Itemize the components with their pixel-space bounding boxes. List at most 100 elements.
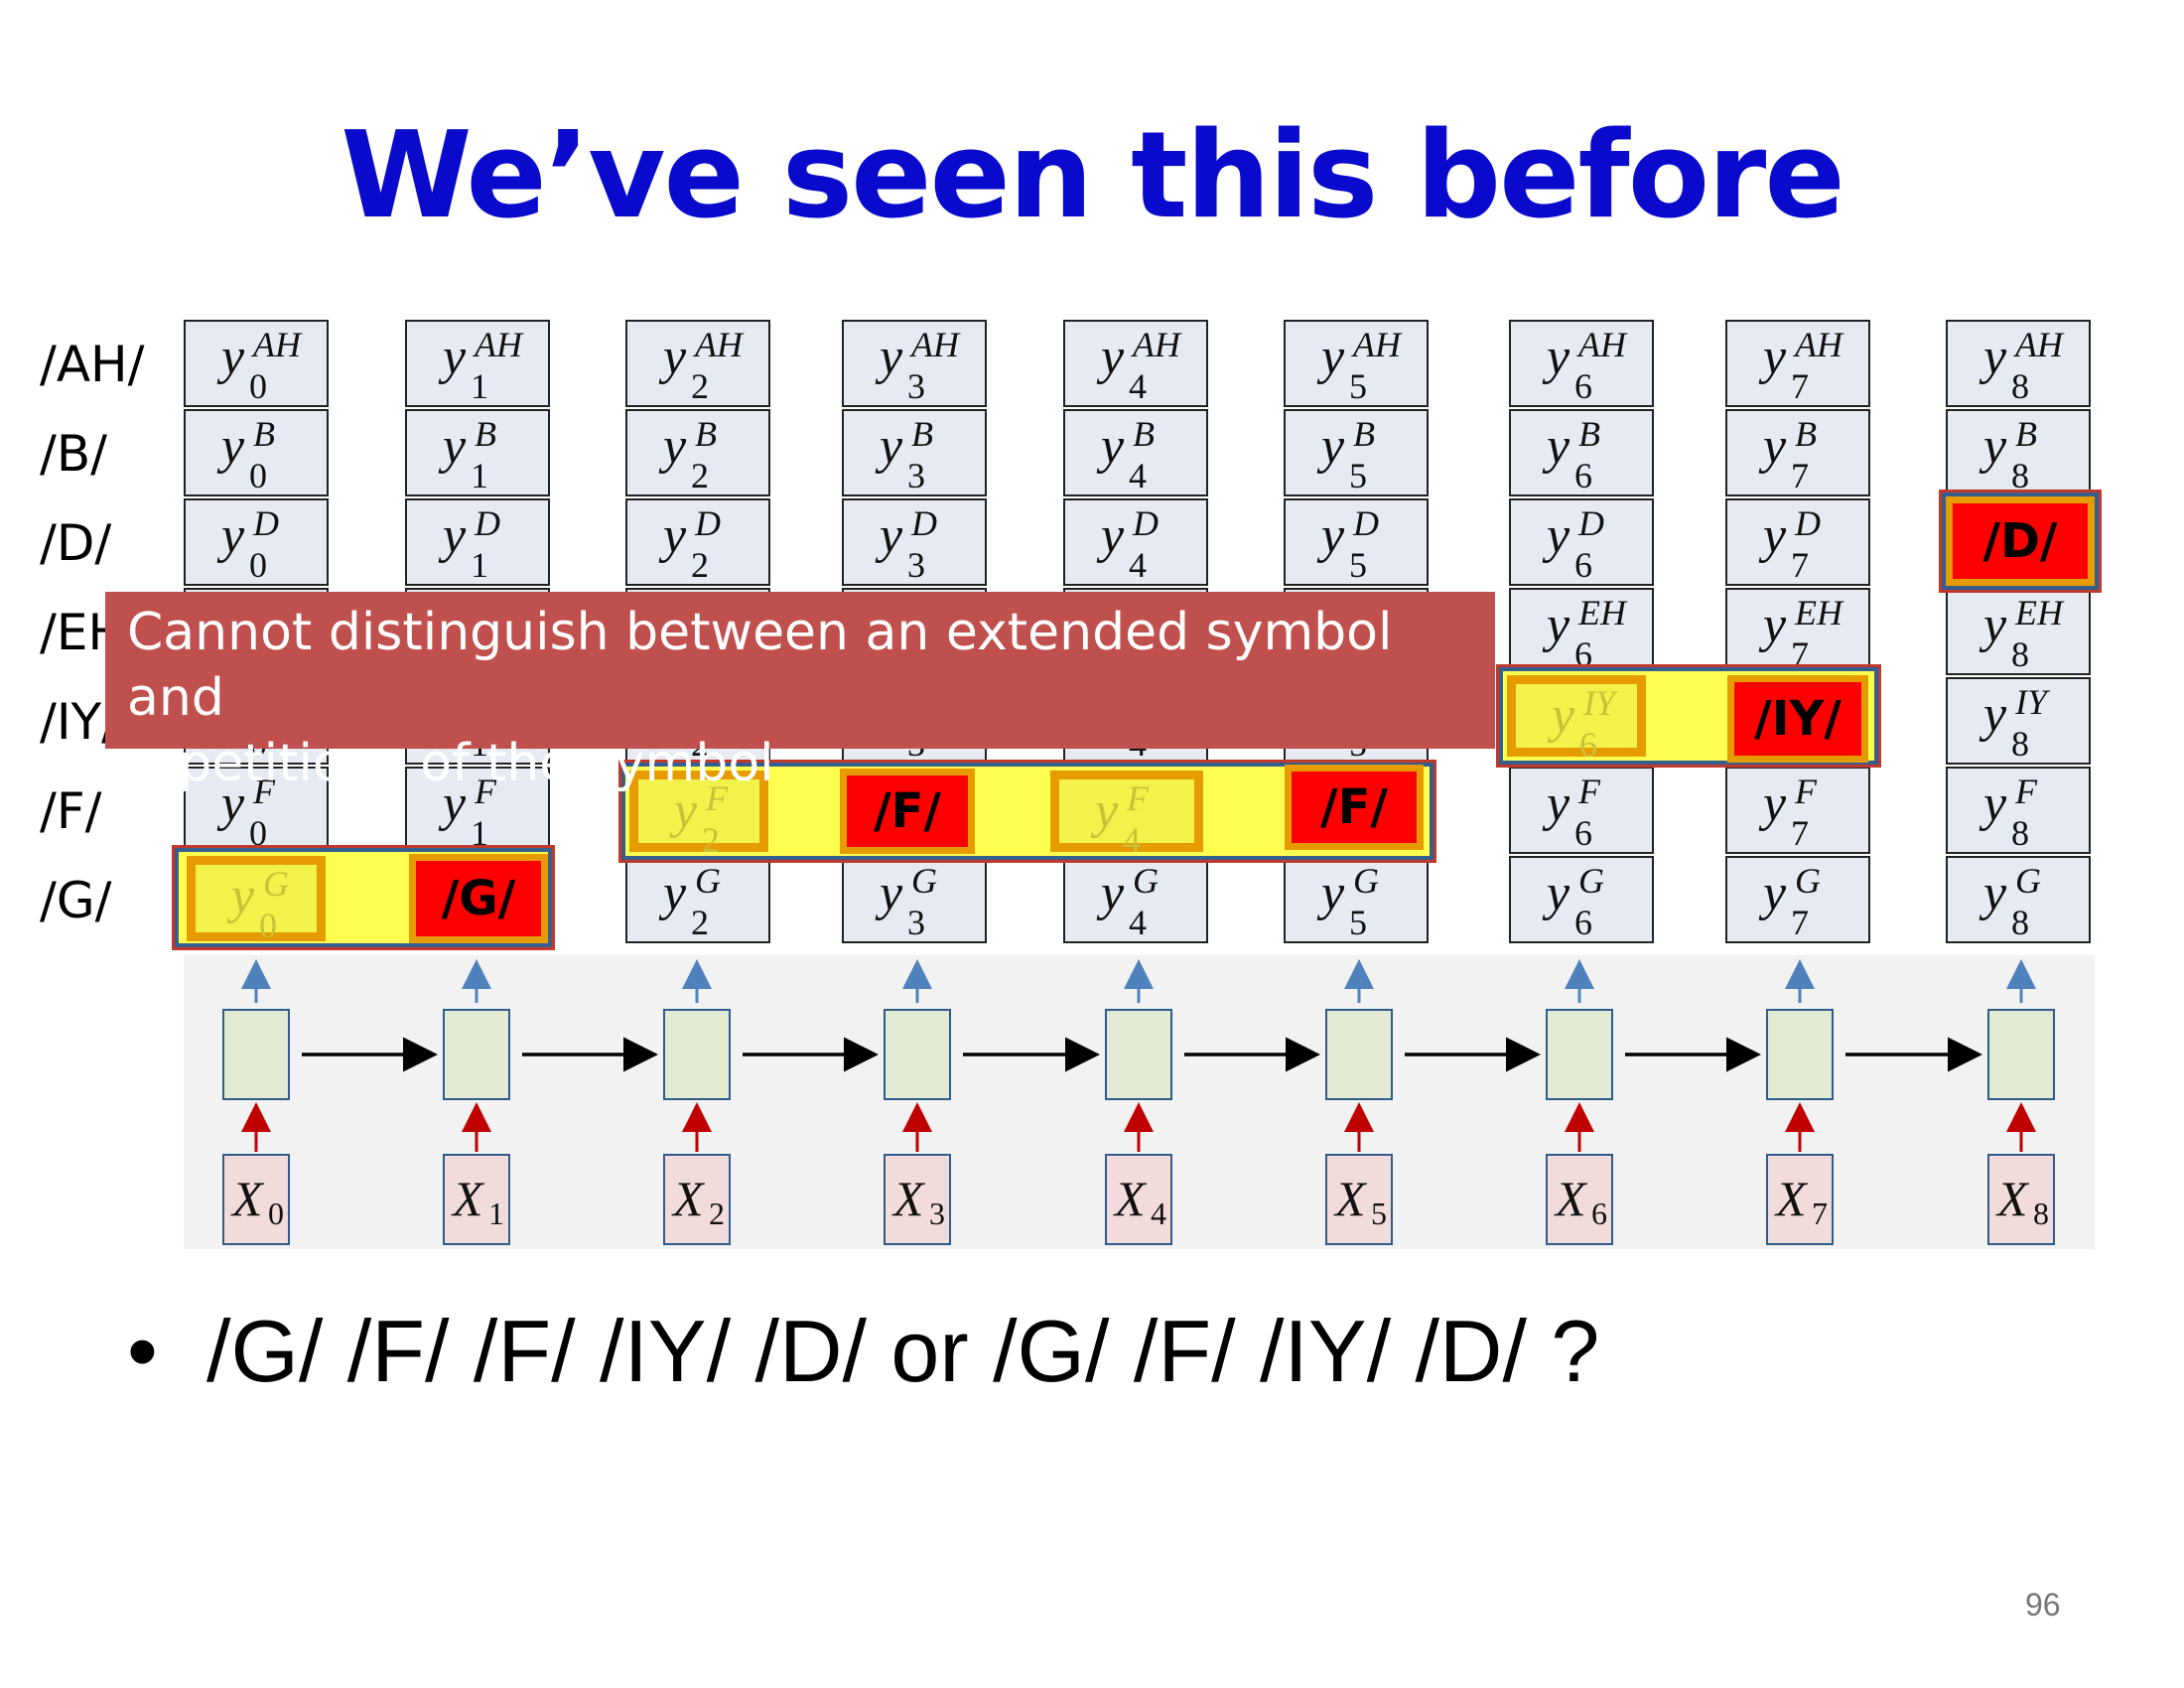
- cell-subscript: 5: [1349, 545, 1367, 585]
- rnn-unit-3: [884, 1009, 951, 1100]
- cell-symbol: y: [1547, 329, 1570, 385]
- faded-cell-y6-iy: y IY 6: [1507, 675, 1646, 765]
- cell-superscript: AH: [695, 325, 743, 364]
- cell-subscript: 4: [1129, 903, 1147, 942]
- output-cell-iy-8: y IY 8: [1946, 677, 2091, 765]
- cell-superscript: G: [695, 861, 721, 901]
- cell-symbol: y: [1763, 597, 1787, 653]
- cell-superscript: AH: [1578, 325, 1626, 364]
- faded-cell-subscript: 6: [1579, 725, 1597, 765]
- faded-cell-symbol: y: [674, 782, 698, 839]
- rnn-unit-6: [1546, 1009, 1613, 1100]
- cell-subscript: 7: [1791, 366, 1809, 406]
- cell-symbol: y: [1983, 329, 2007, 385]
- rnn-unit-2: [663, 1009, 731, 1100]
- cell-superscript: D: [253, 503, 279, 543]
- cell-superscript: B: [475, 414, 496, 454]
- cell-symbol: y: [1321, 418, 1345, 475]
- cell-symbol: y: [880, 418, 903, 475]
- cell-subscript: 6: [1574, 366, 1592, 406]
- cell-superscript: B: [253, 414, 275, 454]
- faded-cell-symbol: y: [1552, 687, 1575, 744]
- cell-symbol: y: [221, 507, 245, 564]
- cell-symbol: y: [1547, 865, 1570, 921]
- cell-subscript: 1: [471, 545, 488, 585]
- rnn-unit-1: [443, 1009, 510, 1100]
- cell-symbol: y: [663, 329, 687, 385]
- bullet-text: /G/ /F/ /F/ /IY/ /D/ or /G/ /F/ /IY/ /D/…: [206, 1302, 1600, 1400]
- cell-superscript: EH: [1795, 593, 1843, 633]
- cell-subscript: 8: [2011, 813, 2029, 853]
- cell-subscript: 7: [1791, 634, 1809, 674]
- cell-superscript: D: [911, 503, 937, 543]
- slide-title: We’ve seen this before: [341, 107, 1844, 245]
- cell-subscript: 6: [1574, 903, 1592, 942]
- callout-line-1: Cannot distinguish between an extended s…: [127, 603, 1393, 728]
- cell-symbol: y: [1101, 507, 1125, 564]
- input-symbol: X: [1556, 1171, 1586, 1226]
- cell-symbol: y: [663, 865, 687, 921]
- cell-symbol: y: [443, 418, 467, 475]
- input-subscript: 1: [488, 1196, 504, 1231]
- cell-subscript: 2: [691, 545, 709, 585]
- bullet-item: • /G/ /F/ /F/ /IY/ /D/ or /G/ /F/ /IY/ /D…: [127, 1301, 1599, 1402]
- cell-subscript: 5: [1349, 366, 1367, 406]
- cell-symbol: y: [880, 865, 903, 921]
- cell-subscript: 1: [471, 813, 488, 853]
- output-cell-ah-7: y AH 7: [1725, 320, 1870, 407]
- input-symbol: X: [1997, 1171, 2028, 1226]
- cell-subscript: 4: [1129, 456, 1147, 495]
- cell-symbol: y: [443, 775, 467, 832]
- rnn-unit-0: [222, 1009, 290, 1100]
- cell-superscript: B: [1353, 414, 1375, 454]
- cell-superscript: B: [911, 414, 933, 454]
- input-symbol: X: [893, 1171, 924, 1226]
- input-symbol: X: [1335, 1171, 1366, 1226]
- cell-superscript: EH: [1578, 593, 1626, 633]
- input-subscript: 4: [1151, 1196, 1166, 1231]
- row-label-iy: /IY/: [40, 693, 118, 751]
- cell-symbol: y: [1763, 418, 1787, 475]
- output-cell-ah-3: y AH 3: [842, 320, 987, 407]
- cell-subscript: 0: [249, 366, 267, 406]
- cell-superscript: AH: [1133, 325, 1180, 364]
- cell-subscript: 8: [2011, 903, 2029, 942]
- cell-symbol: y: [1547, 507, 1570, 564]
- rnn-unit-8: [1987, 1009, 2055, 1100]
- cell-subscript: 0: [249, 813, 267, 853]
- input-subscript: 2: [709, 1196, 725, 1231]
- selected-symbol-f-a: /F/: [840, 769, 975, 854]
- cell-superscript: EH: [2015, 593, 2063, 633]
- cell-superscript: AH: [1353, 325, 1401, 364]
- cell-symbol: y: [1101, 418, 1125, 475]
- cell-superscript: G: [1133, 861, 1159, 901]
- selected-symbol-g: /G/: [409, 854, 548, 943]
- rnn-unit-4: [1105, 1009, 1172, 1100]
- cell-symbol: y: [221, 329, 245, 385]
- cell-symbol: y: [1547, 775, 1570, 832]
- cell-symbol: y: [443, 507, 467, 564]
- input-symbol: X: [232, 1171, 263, 1226]
- cell-symbol: y: [1101, 329, 1125, 385]
- output-cell-ah-5: y AH 5: [1284, 320, 1429, 407]
- cell-subscript: 3: [907, 366, 925, 406]
